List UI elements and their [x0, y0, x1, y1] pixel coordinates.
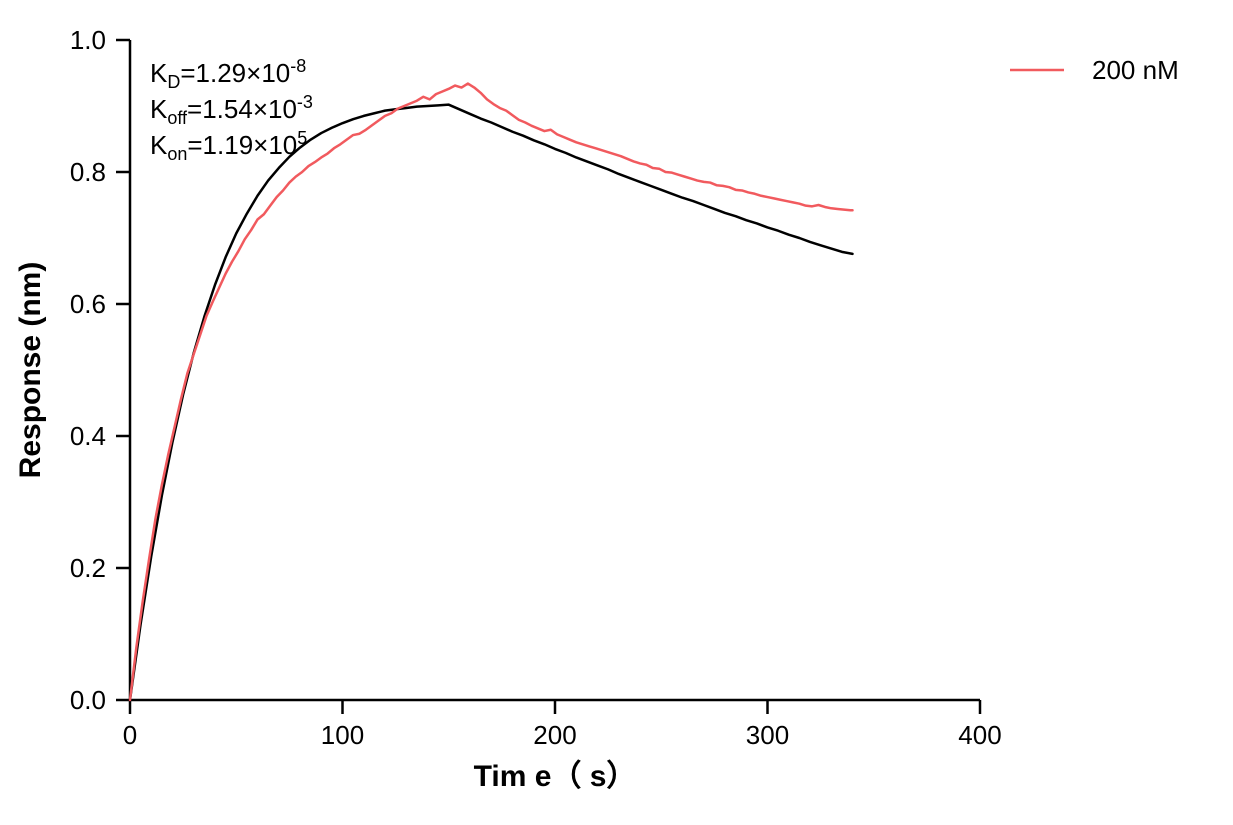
x-tick-label: 0	[123, 720, 137, 750]
binding-kinetics-chart: 0 100 200 300 400 0.0 0.2 0.4 0.6 0.8 1.0 Tim e（ s）…	[0, 0, 1233, 825]
y-tick-label: 0.6	[70, 289, 106, 319]
y-tick-label: 0.0	[70, 685, 106, 715]
x-tick-label: 400	[958, 720, 1001, 750]
chart-svg: 0 100 200 300 400 0.0 0.2 0.4 0.6 0.8 1.0 Tim e（ s）…	[0, 0, 1233, 825]
y-tick-label: 0.8	[70, 157, 106, 187]
x-tick-label: 100	[321, 720, 364, 750]
annotation-1: Koff=1.54×10-3	[150, 92, 313, 128]
y-tick-label: 1.0	[70, 25, 106, 55]
y-tick-label: 0.2	[70, 553, 106, 583]
series-fit	[130, 105, 853, 700]
series-200nm	[130, 84, 853, 700]
legend-label-200nm: 200 nM	[1092, 55, 1179, 85]
y-axis-title: Response (nm)	[14, 262, 47, 479]
x-axis-title: Tim e（ s）	[474, 759, 637, 793]
y-tick-label: 0.4	[70, 421, 106, 451]
x-tick-label: 300	[746, 720, 789, 750]
annotation-0: KD=1.29×10-8	[150, 56, 306, 92]
annotation-2: Kon=1.19×105	[150, 128, 307, 164]
x-tick-label: 200	[533, 720, 576, 750]
